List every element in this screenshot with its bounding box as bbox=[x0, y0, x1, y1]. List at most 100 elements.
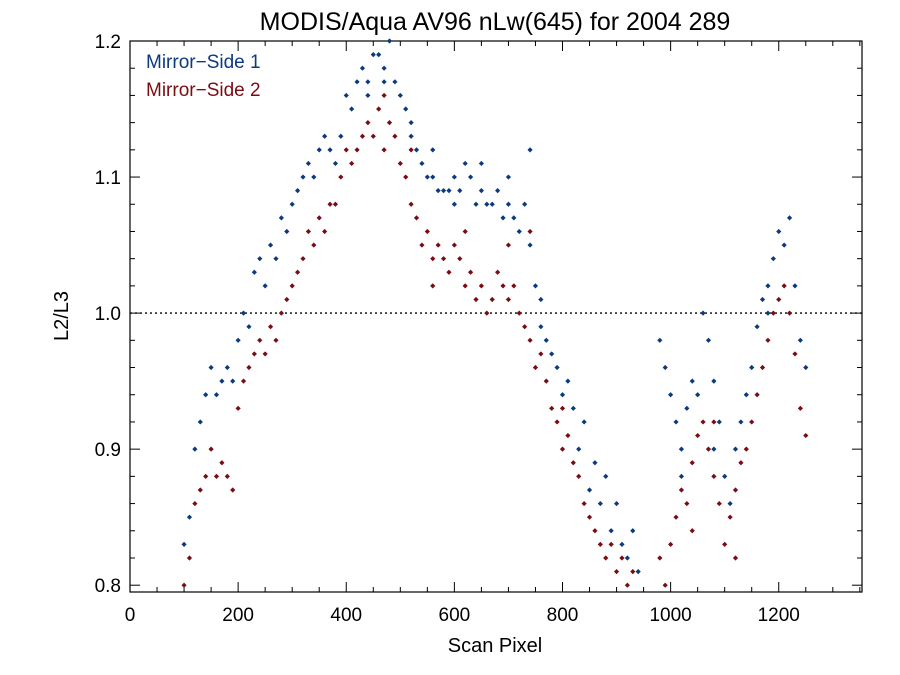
data-point-mirror-side-2 bbox=[365, 120, 371, 126]
data-point-mirror-side-1 bbox=[257, 256, 263, 262]
data-point-mirror-side-1 bbox=[554, 364, 560, 371]
data-point-mirror-side-2 bbox=[570, 460, 576, 466]
data-point-mirror-side-2 bbox=[613, 568, 620, 575]
data-point-mirror-side-2 bbox=[349, 160, 355, 167]
data-point-mirror-side-2 bbox=[224, 473, 230, 479]
data-point-mirror-side-1 bbox=[435, 188, 441, 194]
data-point-mirror-side-2 bbox=[727, 514, 733, 520]
x-axis: 0 200 400 600 800 1000 1200 bbox=[125, 41, 861, 626]
data-point-mirror-side-1 bbox=[754, 324, 760, 330]
data-point-mirror-side-1 bbox=[451, 201, 457, 207]
data-point-mirror-side-1 bbox=[338, 133, 344, 139]
data-point-mirror-side-1 bbox=[381, 65, 387, 71]
data-point-mirror-side-1 bbox=[316, 147, 322, 153]
data-point-mirror-side-1 bbox=[781, 242, 787, 248]
data-point-mirror-side-2 bbox=[473, 296, 479, 303]
data-point-mirror-side-2 bbox=[554, 419, 560, 425]
data-point-mirror-side-2 bbox=[246, 364, 252, 371]
data-point-mirror-side-2 bbox=[705, 446, 712, 452]
data-point-mirror-side-1 bbox=[430, 174, 436, 180]
data-point-mirror-side-1 bbox=[203, 392, 209, 398]
data-point-mirror-side-1 bbox=[505, 201, 512, 207]
data-point-mirror-side-2 bbox=[235, 405, 241, 411]
data-point-mirror-side-2 bbox=[770, 310, 776, 316]
data-point-mirror-side-1 bbox=[678, 446, 685, 452]
data-point-mirror-side-1 bbox=[527, 242, 533, 248]
data-point-mirror-side-2 bbox=[732, 555, 739, 561]
data-point-mirror-side-1 bbox=[246, 324, 252, 330]
data-point-mirror-side-2 bbox=[440, 256, 447, 262]
data-point-mirror-side-1 bbox=[273, 256, 279, 262]
data-point-mirror-side-1 bbox=[538, 324, 544, 330]
data-point-mirror-side-1 bbox=[294, 188, 301, 194]
data-point-mirror-side-1 bbox=[327, 147, 333, 153]
data-point-mirror-side-2 bbox=[181, 582, 187, 588]
data-point-mirror-side-1 bbox=[684, 405, 690, 411]
data-point-mirror-side-2 bbox=[657, 555, 663, 561]
data-point-mirror-side-1 bbox=[565, 378, 571, 384]
data-point-mirror-side-1 bbox=[289, 201, 295, 207]
data-point-mirror-side-1 bbox=[689, 378, 695, 384]
y-axis-title: L2/L3 bbox=[51, 291, 73, 341]
data-point-mirror-side-1 bbox=[381, 79, 387, 85]
data-point-mirror-side-1 bbox=[446, 188, 452, 194]
data-point-mirror-side-1 bbox=[727, 500, 733, 507]
data-point-mirror-side-2 bbox=[743, 446, 749, 452]
plot-frame bbox=[129, 40, 863, 593]
data-point-mirror-side-2 bbox=[749, 419, 755, 425]
data-point-mirror-side-2 bbox=[776, 296, 782, 303]
data-point-mirror-side-2 bbox=[516, 310, 522, 316]
legend-entry-mirror-side-2: Mirror−Side 2 bbox=[146, 80, 261, 101]
data-point-mirror-side-1 bbox=[192, 446, 198, 452]
data-point-mirror-side-2 bbox=[322, 228, 328, 235]
data-point-mirror-side-1 bbox=[559, 392, 566, 398]
data-point-mirror-side-2 bbox=[559, 405, 566, 411]
data-point-mirror-side-1 bbox=[597, 500, 603, 507]
data-point-mirror-side-1 bbox=[570, 405, 576, 411]
data-point-mirror-side-1 bbox=[765, 310, 771, 316]
data-point-mirror-side-1 bbox=[208, 364, 214, 371]
data-point-mirror-side-1 bbox=[397, 92, 403, 99]
data-point-mirror-side-2 bbox=[300, 256, 306, 262]
data-point-mirror-side-1 bbox=[484, 201, 490, 207]
data-point-mirror-side-1 bbox=[505, 174, 512, 180]
data-point-mirror-side-1 bbox=[419, 160, 425, 167]
data-point-mirror-side-2 bbox=[559, 446, 566, 452]
data-point-mirror-side-2 bbox=[294, 269, 301, 275]
data-point-mirror-side-1 bbox=[549, 351, 555, 357]
data-point-mirror-side-1 bbox=[478, 160, 485, 167]
y-tick-label: 0.8 bbox=[95, 576, 121, 597]
data-point-mirror-side-1 bbox=[284, 228, 290, 235]
data-point-mirror-side-1 bbox=[749, 364, 755, 371]
data-point-mirror-side-2 bbox=[397, 160, 403, 167]
data-point-mirror-side-2 bbox=[673, 514, 679, 520]
data-point-mirror-side-1 bbox=[478, 188, 485, 194]
data-point-mirror-side-2 bbox=[700, 419, 706, 425]
data-point-mirror-side-2 bbox=[197, 487, 203, 493]
data-point-mirror-side-2 bbox=[662, 582, 668, 588]
data-point-mirror-side-1 bbox=[251, 269, 257, 275]
data-point-mirror-side-2 bbox=[408, 147, 414, 153]
data-point-mirror-side-2 bbox=[532, 364, 539, 371]
data-point-mirror-side-2 bbox=[457, 256, 463, 262]
data-point-mirror-side-1 bbox=[657, 337, 663, 343]
data-point-mirror-side-2 bbox=[354, 147, 360, 153]
y-tick-label: 0.9 bbox=[95, 440, 121, 461]
data-point-mirror-side-2 bbox=[192, 500, 198, 507]
data-point-mirror-side-1 bbox=[230, 378, 236, 384]
data-point-mirror-side-1 bbox=[278, 215, 284, 221]
data-point-mirror-side-1 bbox=[743, 392, 749, 398]
x-tick-label: 400 bbox=[330, 605, 362, 626]
data-point-mirror-side-1 bbox=[392, 79, 398, 85]
data-point-mirror-side-2 bbox=[403, 174, 409, 180]
data-point-mirror-side-1 bbox=[716, 419, 722, 425]
data-point-mirror-side-2 bbox=[338, 174, 344, 180]
y-tick-label: 1.0 bbox=[95, 304, 121, 325]
data-point-mirror-side-2 bbox=[792, 351, 798, 357]
chart-title: MODIS/Aqua AV96 nLw(645) for 2004 289 bbox=[260, 8, 731, 36]
data-point-mirror-side-1 bbox=[235, 337, 241, 343]
data-point-mirror-side-2 bbox=[543, 378, 549, 384]
data-point-mirror-side-2 bbox=[505, 242, 512, 248]
data-point-mirror-side-2 bbox=[273, 337, 279, 343]
data-point-mirror-side-1 bbox=[722, 473, 728, 479]
